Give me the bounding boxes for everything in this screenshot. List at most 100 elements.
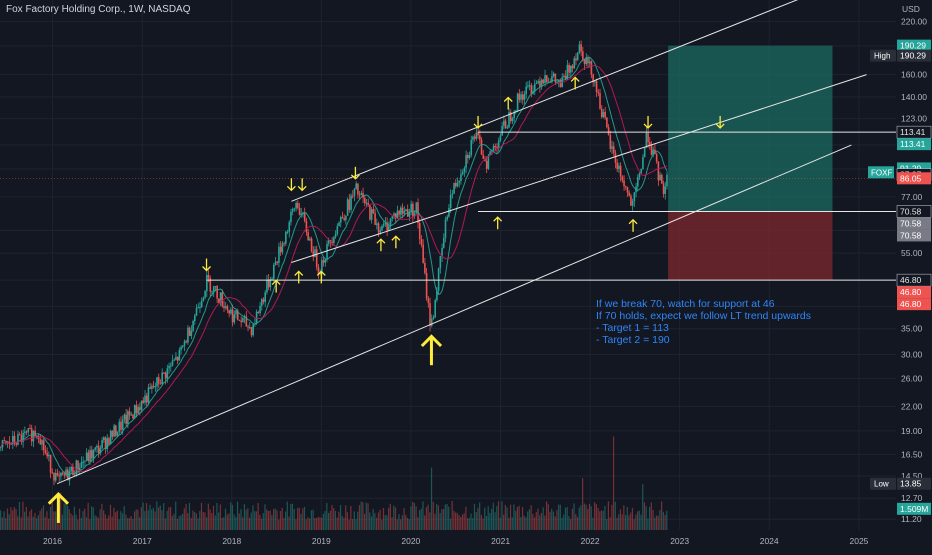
candle bbox=[178, 349, 181, 361]
candle bbox=[68, 471, 71, 481]
candle bbox=[430, 318, 433, 326]
candle bbox=[310, 238, 313, 252]
volume-bar bbox=[233, 514, 235, 530]
up-arrow-marker bbox=[316, 270, 326, 284]
volume-bar bbox=[652, 509, 654, 530]
volume-bar bbox=[90, 506, 93, 530]
volume-bar bbox=[176, 518, 179, 530]
volume-bar bbox=[312, 509, 314, 530]
volume-bar bbox=[338, 511, 340, 530]
volume-bar bbox=[473, 503, 476, 530]
volume-bar bbox=[542, 507, 544, 530]
candle bbox=[159, 383, 162, 385]
y-tick-label: 22.00 bbox=[901, 401, 923, 411]
candle bbox=[109, 430, 112, 445]
volume-bar bbox=[497, 501, 500, 530]
candle bbox=[353, 188, 356, 196]
candle bbox=[331, 241, 333, 243]
volume-bar bbox=[242, 517, 244, 530]
volume-bar bbox=[298, 507, 300, 530]
volume-bar bbox=[212, 505, 215, 530]
candle bbox=[587, 57, 589, 64]
candle bbox=[600, 108, 603, 117]
volume-bar bbox=[504, 504, 506, 530]
volume-bar bbox=[587, 508, 589, 530]
candle bbox=[377, 223, 380, 233]
volume-bar bbox=[46, 511, 48, 530]
candle bbox=[226, 306, 229, 311]
volume-bar bbox=[36, 518, 38, 530]
annotation-line: If we break 70, watch for support at 46 bbox=[596, 298, 775, 310]
volume-bar bbox=[276, 510, 278, 530]
candle bbox=[348, 199, 351, 210]
candle bbox=[48, 454, 50, 457]
volume-bar bbox=[285, 511, 287, 530]
volume-bar bbox=[209, 509, 211, 530]
candle bbox=[544, 75, 546, 83]
volume-bar bbox=[370, 516, 373, 530]
trend-line bbox=[56, 144, 852, 485]
volume-bar bbox=[51, 501, 53, 530]
y-tick-label: 140.00 bbox=[901, 92, 927, 102]
candle bbox=[556, 81, 558, 83]
volume-bar bbox=[363, 513, 366, 530]
volume-bar bbox=[547, 504, 549, 530]
volume-bar bbox=[461, 514, 464, 530]
candle bbox=[527, 85, 529, 87]
candle bbox=[238, 319, 241, 321]
candle bbox=[247, 326, 249, 328]
candle bbox=[405, 209, 407, 212]
volume-bar bbox=[657, 515, 659, 530]
volume-bar bbox=[570, 519, 572, 530]
volume-bar bbox=[18, 502, 21, 530]
down-arrow-marker bbox=[473, 115, 483, 129]
volume-bar bbox=[420, 508, 422, 530]
candle bbox=[78, 467, 81, 471]
y-tick-label: 55.00 bbox=[901, 248, 923, 258]
volume-bar bbox=[628, 515, 630, 530]
volume-bar bbox=[403, 508, 405, 530]
volume-bar bbox=[590, 506, 592, 530]
volume-bar bbox=[508, 517, 510, 530]
volume-bar bbox=[568, 516, 570, 530]
volume-bar bbox=[6, 508, 9, 530]
volume-bar bbox=[564, 507, 567, 530]
volume-bar bbox=[49, 506, 51, 530]
price-label: 70.58 bbox=[900, 206, 922, 216]
volume-bar bbox=[444, 504, 446, 530]
price-label: 190.29 bbox=[900, 51, 926, 61]
x-tick-label: 2022 bbox=[581, 536, 600, 546]
candle bbox=[195, 308, 198, 316]
price-label: 1.509M bbox=[900, 504, 928, 514]
candle bbox=[434, 300, 436, 318]
volume-bar bbox=[181, 513, 184, 530]
candle bbox=[463, 167, 466, 173]
volume-bar bbox=[619, 509, 622, 530]
candle bbox=[103, 437, 105, 441]
volume-bar bbox=[446, 503, 448, 530]
volume-bar bbox=[34, 513, 36, 530]
candle bbox=[77, 460, 79, 471]
candle bbox=[96, 445, 98, 448]
candle bbox=[144, 395, 146, 403]
moving-average-line bbox=[0, 64, 668, 473]
volume-bar bbox=[15, 509, 17, 530]
volume-bar bbox=[133, 511, 136, 530]
volume-bar bbox=[111, 516, 113, 530]
volume-bar bbox=[633, 519, 635, 530]
candle bbox=[393, 213, 395, 217]
candle bbox=[101, 440, 103, 449]
volume-bar bbox=[575, 514, 577, 530]
volume-bar bbox=[12, 510, 14, 530]
volume-bar bbox=[630, 512, 632, 530]
candle bbox=[415, 202, 418, 213]
candle bbox=[260, 299, 263, 306]
candle bbox=[578, 44, 581, 53]
candle bbox=[485, 160, 488, 169]
volume-bar bbox=[468, 517, 470, 530]
volume-bar bbox=[104, 514, 106, 530]
trend-line bbox=[291, 0, 799, 202]
candle bbox=[606, 117, 608, 128]
candle bbox=[552, 73, 555, 77]
